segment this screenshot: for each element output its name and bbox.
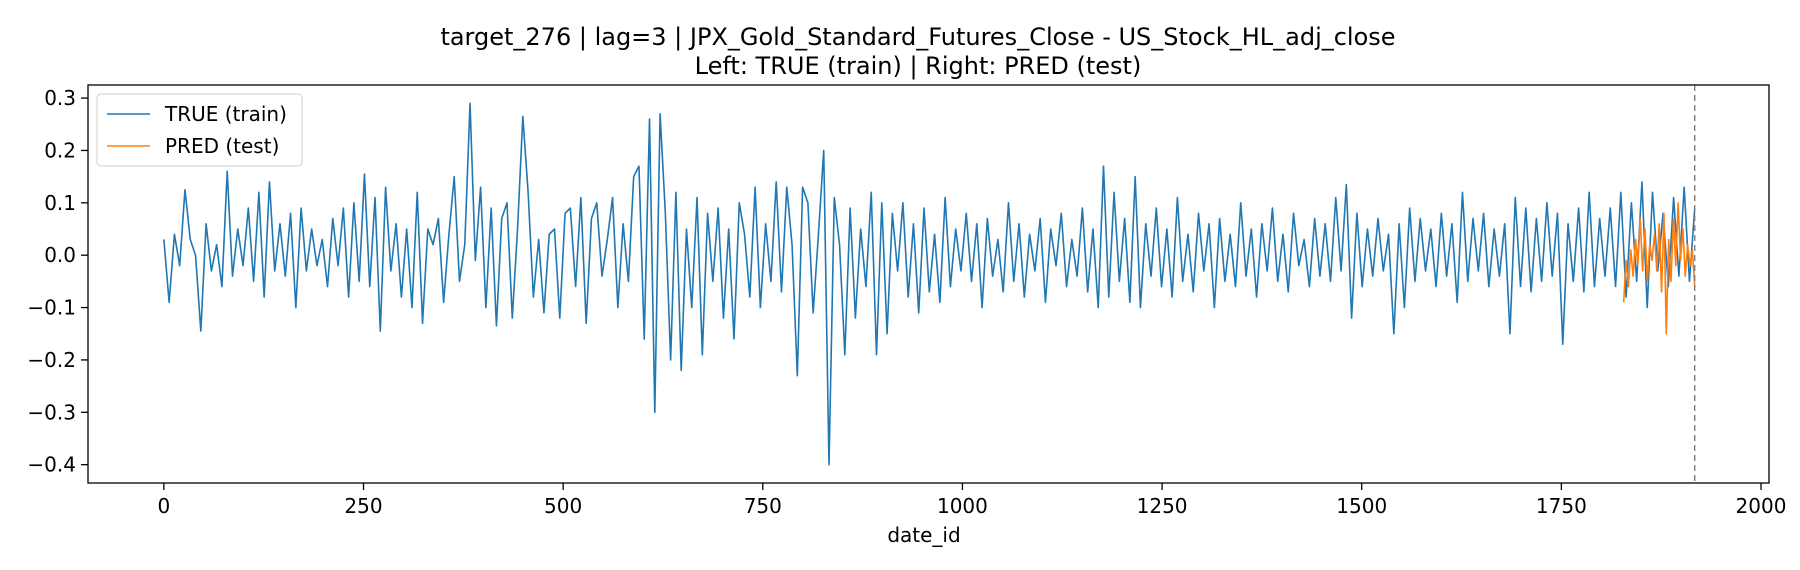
y-axis: 0.3 0.2 0.1 0.0 −0.1 −0.2 −0.3 −0.4 (27, 86, 88, 477)
chart-subtitle: Left: TRUE (train) | Right: PRED (test) (695, 52, 1142, 80)
legend-label-pred: PRED (test) (165, 134, 279, 158)
x-tick-label: 1000 (937, 494, 988, 518)
x-axis-label: date_id (887, 523, 960, 547)
plot-frame (87, 84, 1770, 484)
x-tick-label: 1750 (1536, 494, 1587, 518)
legend-label-true: TRUE (train) (164, 102, 287, 126)
x-tick-label: 1500 (1336, 494, 1387, 518)
x-tick-label: 250 (344, 494, 382, 518)
y-tick-label: 0.1 (44, 191, 76, 215)
x-tick-label: 0 (157, 494, 170, 518)
x-tick-label: 750 (744, 494, 782, 518)
legend-box (96, 93, 303, 167)
series-line-pred-test (1622, 202, 1696, 335)
series-line-true-train (163, 102, 1696, 466)
x-tick-label: 500 (544, 494, 582, 518)
y-tick-label: −0.1 (27, 296, 76, 320)
y-tick-label: −0.3 (27, 400, 76, 424)
y-tick-label: 0.3 (44, 86, 76, 110)
chart-title: target_276 | lag=3 | JPX_Gold_Standard_F… (440, 23, 1395, 51)
x-axis: 0 250 500 750 1000 1250 1500 1750 2000 (157, 483, 1786, 518)
legend: TRUE (train) PRED (test) (96, 93, 303, 167)
x-tick-label: 2000 (1736, 494, 1787, 518)
y-tick-label: 0.2 (44, 138, 76, 162)
y-tick-label: −0.2 (27, 348, 76, 372)
plot-area (163, 85, 1696, 483)
y-tick-label: 0.0 (44, 243, 76, 267)
y-tick-label: −0.4 (27, 453, 76, 477)
x-tick-label: 1250 (1137, 494, 1188, 518)
